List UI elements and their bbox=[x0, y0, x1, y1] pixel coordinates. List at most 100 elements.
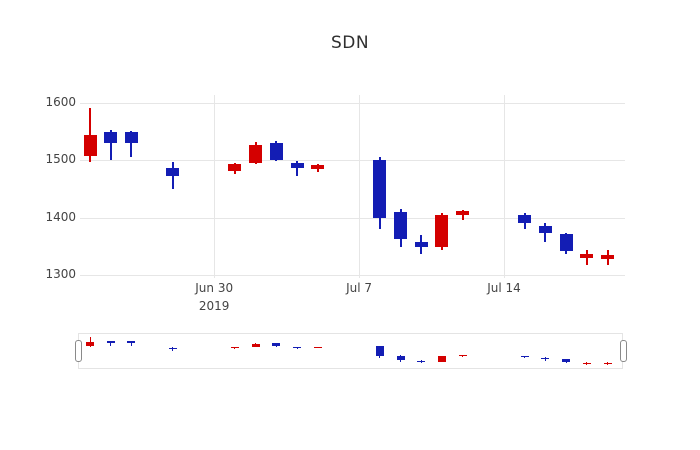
candle-wick bbox=[109, 129, 112, 161]
candle-body bbox=[311, 165, 325, 170]
candlestick[interactable] bbox=[414, 235, 428, 254]
rangeslider-mini-candle bbox=[86, 337, 94, 347]
y-tick-label: 1600 bbox=[45, 95, 76, 109]
candle-body bbox=[249, 145, 263, 163]
candle-wick bbox=[296, 160, 298, 177]
candle-body bbox=[104, 131, 118, 144]
mini-candle-body bbox=[375, 346, 384, 357]
rangeslider-mini-candle bbox=[603, 362, 612, 365]
horizontal-gridline bbox=[80, 217, 625, 219]
candlestick[interactable] bbox=[311, 163, 325, 172]
y-tick-label: 1500 bbox=[45, 152, 76, 167]
rangeslider-mini-candle bbox=[417, 359, 426, 363]
mini-candle-body bbox=[106, 341, 115, 344]
mini-candle-body bbox=[230, 347, 239, 349]
x-tick-label: Jul 7 bbox=[346, 281, 373, 295]
candlestick[interactable] bbox=[124, 130, 138, 157]
mini-candle-body bbox=[251, 343, 260, 347]
mini-candle-wick bbox=[130, 341, 132, 346]
rangeslider-mini-candle bbox=[582, 362, 591, 365]
mini-candle-body bbox=[417, 360, 426, 362]
candlestick[interactable] bbox=[83, 107, 97, 163]
horizontal-gridline bbox=[80, 160, 625, 162]
candle-body bbox=[166, 167, 180, 177]
candlestick[interactable] bbox=[249, 141, 263, 165]
mini-candle-wick bbox=[110, 341, 112, 347]
rangeslider-mini-candle bbox=[313, 347, 322, 349]
rangeslider-mini-candle bbox=[127, 341, 136, 346]
mini-candle-body bbox=[582, 362, 591, 364]
candle-body bbox=[373, 160, 387, 218]
y-tick-label: 1300 bbox=[45, 267, 76, 281]
candle-body bbox=[394, 211, 407, 240]
candle-body bbox=[601, 254, 614, 259]
rangeslider-mini-candle bbox=[520, 355, 529, 359]
candlestick[interactable] bbox=[228, 162, 242, 174]
mini-candle-body bbox=[127, 341, 136, 344]
rangeslider-right-handle[interactable] bbox=[619, 340, 627, 362]
mini-candle-body bbox=[541, 357, 550, 360]
candlestick[interactable] bbox=[518, 213, 532, 229]
candlestick[interactable] bbox=[456, 209, 470, 220]
candle-body bbox=[290, 162, 304, 168]
candle-body bbox=[538, 226, 552, 234]
candlestick[interactable] bbox=[538, 222, 552, 243]
candle-body bbox=[456, 211, 470, 216]
candle-wick bbox=[130, 130, 133, 157]
mini-candle-body bbox=[458, 355, 467, 357]
mini-candle-body bbox=[272, 343, 281, 347]
candlestick[interactable] bbox=[166, 162, 180, 189]
x-tick-label: Jul 14 bbox=[487, 281, 521, 295]
horizontal-gridline bbox=[80, 275, 625, 276]
mini-candle-body bbox=[313, 347, 322, 349]
x-tick-label: Jun 30 bbox=[195, 281, 234, 295]
rangeslider-mini-candle bbox=[168, 346, 177, 352]
candlestick[interactable] bbox=[435, 212, 449, 250]
rangeslider-mini-candle bbox=[437, 355, 446, 363]
rangeslider-mini-candle bbox=[562, 359, 571, 363]
candlestick[interactable] bbox=[290, 160, 304, 177]
mini-candle-body bbox=[396, 355, 405, 361]
candlestick[interactable] bbox=[394, 209, 407, 248]
mini-candle-body bbox=[168, 347, 177, 350]
rangeslider-box[interactable] bbox=[78, 333, 623, 369]
candlestick[interactable] bbox=[559, 232, 573, 254]
candlestick[interactable] bbox=[269, 141, 283, 161]
rangeslider-mini-candle bbox=[396, 355, 405, 362]
mini-candle-body bbox=[86, 341, 94, 346]
candlestick[interactable] bbox=[373, 156, 387, 230]
mini-candle-wick bbox=[296, 346, 298, 350]
mini-candle-body bbox=[603, 362, 612, 364]
rangeslider-left-handle[interactable] bbox=[74, 340, 82, 362]
rangeslider-mini-candle bbox=[272, 343, 281, 347]
chart-title: SDN bbox=[330, 33, 370, 53]
candle-body bbox=[414, 242, 428, 248]
candle-body bbox=[83, 134, 97, 156]
mini-candle-body bbox=[520, 355, 529, 358]
candlestick[interactable] bbox=[580, 249, 594, 265]
x-tick-sublabel: 2019 bbox=[198, 299, 230, 313]
candlestick[interactable] bbox=[104, 129, 118, 161]
candlestick[interactable] bbox=[601, 250, 614, 266]
vertical-gridline bbox=[214, 95, 216, 278]
rangeslider-mini-candle bbox=[293, 346, 301, 350]
candle-body bbox=[269, 142, 283, 160]
candle-body bbox=[435, 214, 449, 247]
rangeslider-mini-candle bbox=[375, 345, 384, 359]
mini-candle-body bbox=[562, 359, 571, 363]
rangeslider-mini-candle bbox=[106, 341, 115, 347]
candle-body bbox=[124, 131, 138, 144]
vertical-gridline bbox=[359, 95, 361, 278]
candle-body bbox=[228, 164, 242, 172]
rangeslider-mini-candle bbox=[230, 346, 239, 349]
y-tick-label: 1400 bbox=[45, 209, 76, 224]
candle-body bbox=[580, 254, 594, 259]
rangeslider-mini-candle bbox=[458, 355, 467, 357]
rangeslider-mini-candle bbox=[541, 357, 550, 361]
